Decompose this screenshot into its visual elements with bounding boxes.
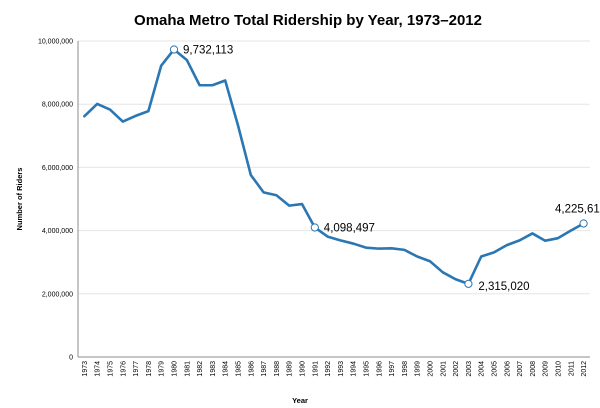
- x-tick-label: 2006: [504, 361, 511, 377]
- x-tick-label: 1976: [120, 361, 127, 377]
- y-tick-label: 6,000,000: [42, 165, 73, 172]
- data-label: 4,098,497: [324, 222, 375, 234]
- x-tick-label: 1980: [172, 361, 179, 377]
- x-tick-label: 1983: [210, 361, 217, 377]
- x-tick-label: 1975: [108, 361, 115, 377]
- x-tick-label: 1981: [184, 361, 191, 377]
- series-ridership: [83, 48, 585, 286]
- x-tick-label: 2008: [530, 361, 537, 377]
- x-tick-label: 1978: [146, 361, 153, 377]
- data-point-marker: [579, 219, 588, 228]
- x-tick-label: 2002: [453, 361, 460, 377]
- x-tick-label: 1991: [312, 361, 319, 377]
- x-tick-label: 2001: [440, 361, 447, 377]
- x-tick-label: 1998: [402, 361, 409, 377]
- x-tick-label: 1990: [300, 361, 307, 377]
- x-tick-label: 1995: [364, 361, 371, 377]
- x-tick-label: 1992: [325, 361, 332, 377]
- x-tick-label: 1973: [82, 361, 89, 377]
- x-tick-label: 2003: [466, 361, 473, 377]
- x-tick-label: 1984: [223, 361, 230, 377]
- x-tick-label: 2007: [517, 361, 524, 377]
- x-tick-label: 2011: [568, 361, 575, 376]
- x-tick-label: 1994: [351, 361, 358, 377]
- x-tick-label: 1999: [415, 361, 422, 377]
- x-tick-label: 1977: [133, 361, 140, 377]
- x-tick-label: 1997: [389, 361, 396, 377]
- chart-title: Omaha Metro Total Ridership by Year, 197…: [134, 12, 482, 29]
- x-tick-label: 2010: [556, 361, 563, 377]
- y-axis-title: Number of Riders: [15, 168, 24, 231]
- x-tick-label: 2005: [492, 361, 499, 377]
- x-tick-label: 1988: [274, 361, 281, 377]
- x-tick-label: 2009: [543, 361, 550, 377]
- data-label: 2,315,020: [478, 281, 529, 293]
- y-tick-label: 8,000,000: [42, 102, 73, 109]
- gridlines: [78, 40, 590, 295]
- y-tick-label: 10,000,000: [38, 39, 73, 46]
- x-axis-title: Year: [292, 396, 308, 405]
- x-tick-label: 1986: [248, 361, 255, 377]
- x-tick-label: 2012: [581, 361, 588, 377]
- x-tick-label: 1985: [236, 361, 243, 377]
- x-tick-label: 1982: [197, 361, 204, 377]
- x-tick-label: 1987: [261, 361, 268, 377]
- x-axis-ticks: 1973 1974 1975 1976 1977 1978 1979 1980 1981 1982…: [82, 361, 588, 377]
- x-tick-label: 2004: [479, 361, 486, 377]
- x-tick-label: 1989: [287, 361, 294, 377]
- data-point-marker: [169, 45, 179, 54]
- y-tick-label: 2,000,000: [42, 291, 73, 298]
- data-label: 9,732,113: [183, 44, 233, 56]
- annotations: 9,732,113 4,098,497 2,315,020 4,225,612: [169, 44, 600, 293]
- series-line: [83, 48, 585, 286]
- y-axis-ticks: 0 2,000,000 4,000,000 6,000,000 8,000,000 10,…: [38, 39, 73, 362]
- x-tick-label: 1974: [95, 361, 102, 377]
- x-tick-label: 2000: [428, 361, 435, 377]
- x-tick-label: 1979: [159, 361, 166, 377]
- x-tick-label: 1996: [376, 361, 383, 377]
- y-tick-label: 4,000,000: [42, 228, 73, 235]
- data-label: 4,225,612: [555, 203, 600, 215]
- data-point-marker: [310, 223, 319, 232]
- x-tick-label: 1993: [338, 361, 345, 377]
- data-point-marker: [464, 279, 473, 288]
- y-tick-label: 0: [69, 355, 73, 362]
